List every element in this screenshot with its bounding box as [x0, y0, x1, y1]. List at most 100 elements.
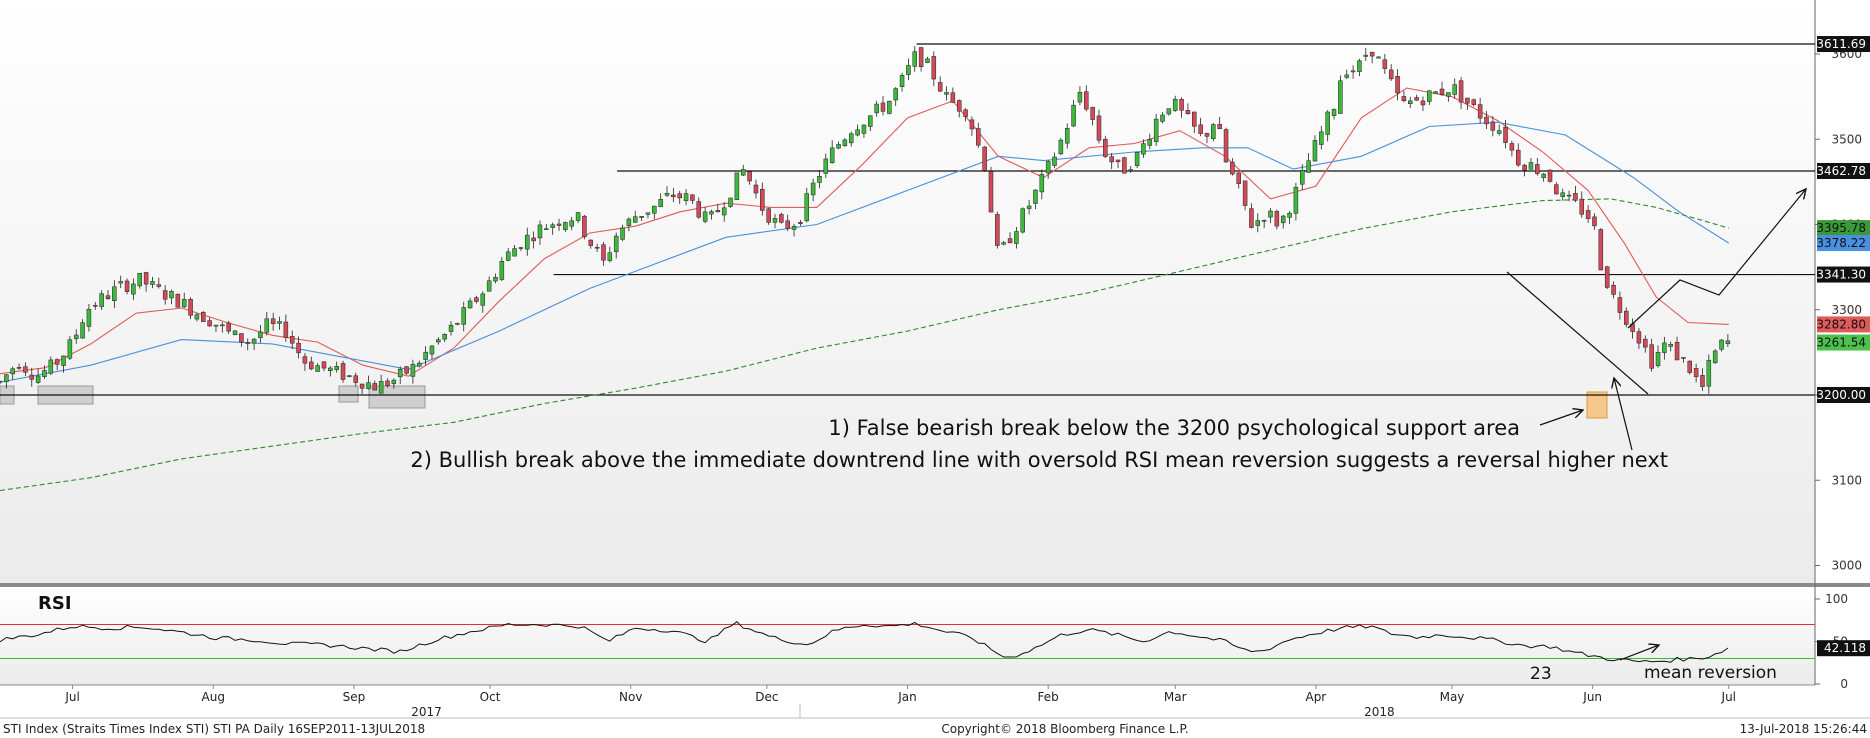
price-tick-label: 3000: [1831, 559, 1862, 573]
candle-up: [1446, 92, 1451, 97]
candle-up: [1147, 139, 1153, 146]
false-break-highlight: [1586, 391, 1608, 419]
candle-up: [1706, 359, 1712, 387]
candle-up: [505, 251, 511, 261]
month-label: Oct: [480, 690, 501, 704]
candle-down: [404, 366, 409, 374]
candle-down: [1395, 75, 1400, 94]
moving-average-line-1: [0, 87, 1729, 377]
candle-down: [201, 311, 206, 322]
year-label: 2017: [411, 705, 442, 719]
candle-down: [1249, 208, 1254, 228]
candle-down: [1242, 180, 1248, 206]
candle-up: [709, 211, 714, 215]
candle-up: [1014, 231, 1019, 244]
candle-down: [1103, 138, 1108, 157]
mean-reversion-arrow: [1619, 645, 1659, 661]
month-label: May: [1440, 690, 1465, 704]
candle-up: [1280, 215, 1286, 224]
rsi-line: [0, 621, 1729, 663]
candle-up: [1363, 54, 1369, 57]
candle-down: [1579, 198, 1585, 215]
candle-up: [1134, 152, 1140, 166]
candle-up: [740, 169, 746, 176]
candle-up: [73, 334, 79, 340]
candle-down: [1643, 338, 1648, 348]
candle-down: [518, 247, 524, 249]
candle-up: [633, 216, 638, 223]
candle-down: [1611, 284, 1616, 295]
candle-up: [1052, 156, 1057, 166]
mean-reversion-label: mean reversion: [1644, 663, 1777, 683]
candle-down: [1554, 184, 1559, 195]
candle-up: [1064, 128, 1070, 144]
candle-down: [29, 374, 35, 380]
month-label: Sep: [343, 690, 366, 704]
candle-up: [823, 158, 829, 174]
candle-down: [1477, 104, 1483, 119]
candle-up: [35, 375, 41, 383]
candle-up: [67, 339, 73, 359]
candle-down: [671, 194, 676, 198]
price-tag-box: [1817, 334, 1870, 351]
candle-down: [556, 223, 562, 226]
price-panel-background: [0, 0, 1815, 583]
candle-up: [480, 293, 486, 306]
horizontal-levels: [0, 43, 1815, 396]
candle-down: [124, 280, 130, 292]
candle-up: [874, 103, 879, 114]
candle-up: [61, 355, 66, 366]
candle-down: [1604, 266, 1610, 288]
month-label: Jan: [897, 690, 917, 704]
candle-down: [188, 299, 193, 316]
candle-up: [1655, 351, 1661, 367]
candle-up: [99, 293, 104, 307]
candle-down: [1185, 110, 1191, 115]
candle-up: [1166, 108, 1172, 115]
candle-down: [372, 383, 378, 391]
candle-down: [1414, 97, 1419, 101]
price-tag-label: 3462.78: [1816, 164, 1866, 178]
candle-up: [1719, 339, 1724, 350]
candle-down: [1598, 229, 1604, 271]
candle-down: [1369, 51, 1375, 57]
candle-up: [893, 88, 898, 101]
candle-down: [1592, 216, 1597, 227]
price-tag-label: 3200.00: [1816, 388, 1866, 402]
candle-up: [378, 381, 384, 394]
candle-down: [1471, 99, 1477, 105]
candle-down: [982, 146, 987, 171]
candle-up: [1160, 114, 1165, 122]
price-tag-box: [1817, 36, 1870, 53]
month-label: Jul: [1721, 690, 1736, 704]
candle-up: [1261, 220, 1267, 222]
candle-down: [969, 119, 975, 130]
candle-up: [1357, 60, 1362, 72]
candle-down: [531, 237, 536, 242]
candle-up: [137, 272, 143, 287]
candle-down: [1198, 124, 1203, 134]
candle-down: [976, 128, 981, 146]
candle-up: [1153, 118, 1159, 143]
candle-up: [86, 308, 92, 327]
candle-down: [283, 321, 289, 338]
candle-up: [397, 368, 403, 378]
candle-up: [683, 193, 689, 201]
candle-up: [791, 225, 797, 230]
candle-up: [925, 58, 930, 63]
candle-down: [1674, 341, 1680, 361]
month-label: Dec: [755, 690, 778, 704]
price-tick-label: 3500: [1831, 132, 1862, 146]
candle-up: [912, 51, 918, 67]
candle-up: [455, 322, 460, 325]
candle-up: [1331, 109, 1337, 116]
candle-down: [245, 342, 250, 344]
candle-down: [785, 220, 790, 229]
candle-down: [1515, 149, 1521, 166]
candle-up: [512, 248, 517, 257]
candle-up: [1026, 205, 1032, 209]
candle-up: [1662, 342, 1667, 353]
candle-down: [937, 82, 943, 92]
candle-down: [23, 366, 28, 373]
